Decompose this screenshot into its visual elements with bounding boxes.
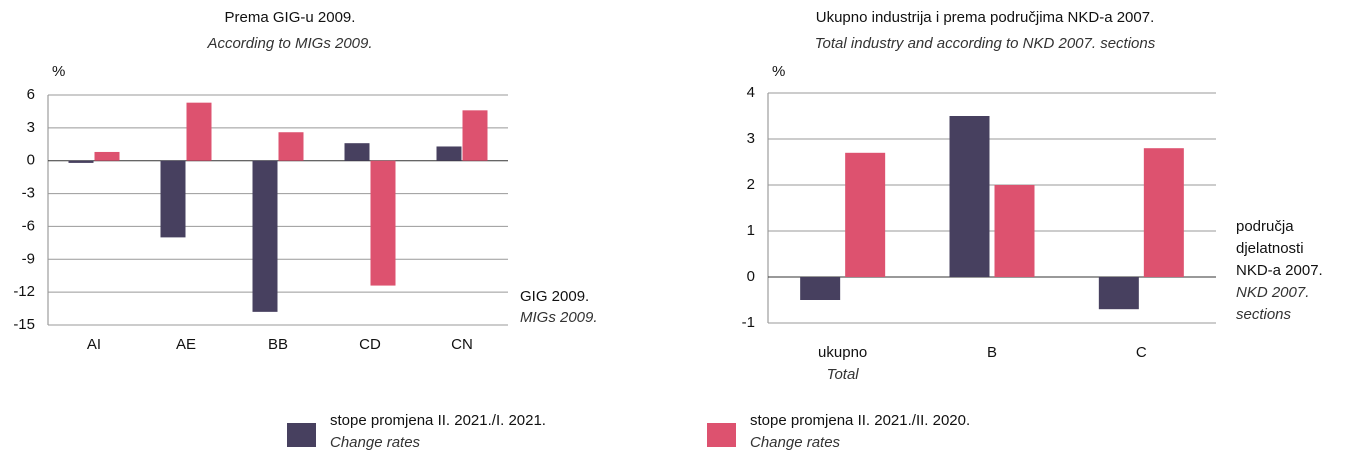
bar (800, 277, 841, 300)
y-tick-label: 4 (747, 84, 755, 101)
x-tick-label: AE (176, 336, 196, 353)
bar (462, 110, 488, 161)
bar (1098, 277, 1139, 310)
x-axis-label: NKD-a 2007. (1236, 262, 1323, 279)
y-tick-label: -9 (22, 250, 35, 267)
y-tick-label: -1 (742, 314, 755, 331)
bar (278, 132, 304, 161)
bar (1143, 148, 1184, 277)
x-tick-label: BB (268, 336, 288, 353)
bar (160, 160, 186, 238)
bar (845, 152, 886, 277)
x-tick-label: CD (359, 336, 381, 353)
x-axis-sublabel: MIGs 2009. (520, 309, 598, 326)
y-tick-label: 3 (27, 119, 35, 136)
y-axis-label: % (52, 63, 65, 80)
bar (370, 160, 396, 286)
y-tick-label: 2 (747, 176, 755, 193)
bar (186, 102, 212, 161)
chart-title: Prema GIG-u 2009. (225, 9, 356, 26)
legend-label: stope promjena II. 2021./I. 2021. (330, 412, 546, 429)
y-axis-label: % (772, 63, 785, 80)
bar (68, 160, 94, 163)
x-tick-label: B (987, 344, 997, 361)
x-axis-label: područja (1236, 218, 1294, 235)
y-tick-label: -3 (22, 185, 35, 202)
x-tick-label: CN (451, 336, 473, 353)
legend-label: stope promjena II. 2021./II. 2020. (750, 412, 970, 429)
bar (344, 143, 370, 161)
x-tick-label: ukupno (818, 344, 867, 361)
y-tick-label: 6 (27, 86, 35, 103)
chart-subtitle: Total industry and according to NKD 2007… (815, 35, 1156, 52)
legend-swatch (287, 423, 316, 447)
x-axis-label: GIG 2009. (520, 288, 589, 305)
bar (949, 116, 990, 277)
y-tick-label: -12 (13, 283, 35, 300)
x-tick-sublabel: Total (827, 366, 860, 383)
x-axis-label: djelatnosti (1236, 240, 1304, 257)
bar (252, 160, 278, 312)
y-tick-label: 3 (747, 130, 755, 147)
y-tick-label: -6 (22, 217, 35, 234)
x-axis-sublabel: sections (1236, 306, 1292, 323)
bar (436, 146, 462, 161)
bar (94, 151, 120, 161)
x-tick-label: AI (87, 336, 101, 353)
y-tick-label: 0 (27, 152, 35, 169)
legend-swatch (707, 423, 736, 447)
y-tick-label: 0 (747, 268, 755, 285)
legend-sublabel: Change rates (750, 434, 841, 451)
chart-title: Ukupno industrija i prema područjima NKD… (816, 9, 1155, 26)
chart-subtitle: According to MIGs 2009. (206, 35, 372, 52)
y-tick-label: -15 (13, 316, 35, 333)
x-tick-label: C (1136, 344, 1147, 361)
bar (994, 185, 1035, 277)
x-axis-sublabel: NKD 2007. (1236, 284, 1309, 301)
legend-sublabel: Change rates (330, 434, 421, 451)
y-tick-label: 1 (747, 222, 755, 239)
